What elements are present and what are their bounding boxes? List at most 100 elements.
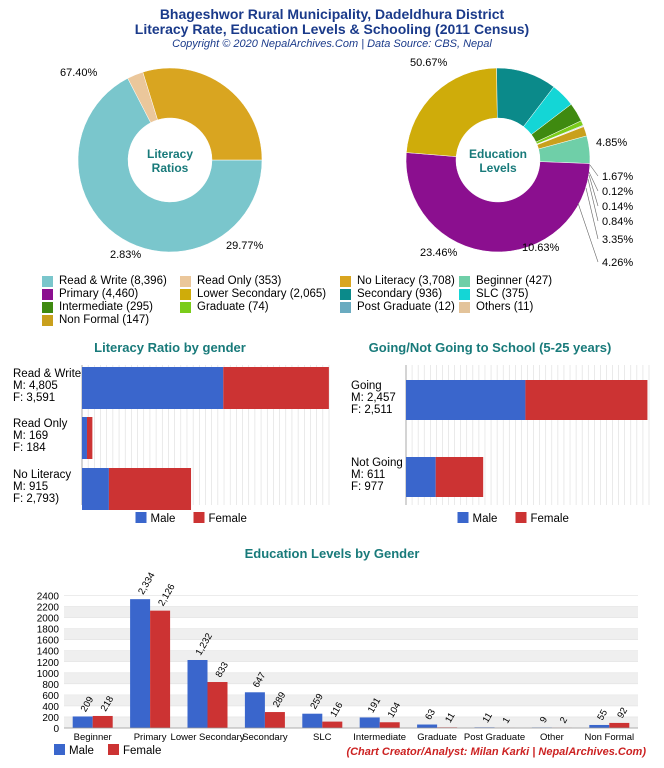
bar-female	[322, 721, 343, 728]
category-label: F: 3,591	[13, 392, 55, 404]
legend-label: Read & Write (8,396)	[59, 275, 167, 287]
y-tick-label: 1800	[37, 625, 60, 636]
value-label-male: 9	[538, 715, 550, 725]
y-tick-label: 1400	[37, 647, 60, 658]
bar-male	[82, 417, 87, 459]
y-tick-label: 400	[42, 702, 59, 713]
bar-male	[244, 692, 265, 728]
donut2-slice	[536, 126, 588, 150]
legend-female-swatch	[515, 512, 527, 523]
bar-female	[525, 380, 648, 420]
grid-band	[64, 650, 638, 662]
donut1-center-label: Literacy	[147, 147, 193, 161]
y-tick-label: 200	[42, 713, 59, 724]
category-label: M: 169	[13, 430, 48, 442]
legend-swatch	[340, 275, 351, 287]
bar-female	[150, 610, 171, 728]
donut2-percent-label: 0.12%	[602, 186, 633, 198]
literacy-gender-title: Literacy Ratio by gender	[94, 340, 246, 355]
legend-swatch	[459, 275, 470, 287]
x-tick-label: Non Formal	[584, 732, 634, 743]
legend-item: SLC (375)	[459, 288, 528, 300]
bar-male	[82, 367, 224, 409]
donut2-center-label: Levels	[479, 161, 517, 175]
value-label-male: 2,334	[136, 571, 157, 597]
y-tick-label: 2000	[37, 614, 60, 625]
bar-female	[223, 367, 329, 409]
value-label-female: 2,126	[156, 582, 177, 608]
category-label: Read Only	[13, 418, 68, 430]
donut2-percent-label: 0.84%	[602, 216, 633, 228]
category-label: Not Going	[351, 457, 403, 469]
legend-item: Primary (4,460)	[42, 288, 138, 300]
copyright-line: Copyright © 2020 NepalArchives.Com | Dat…	[172, 38, 492, 50]
legend-label: Primary (4,460)	[59, 288, 139, 300]
bar-male	[130, 599, 151, 728]
footer-credit: (Chart Creator/Analyst: Milan Karki | Ne…	[346, 746, 646, 758]
x-tick-label: Intermediate	[353, 732, 406, 743]
value-label-female: 2	[558, 715, 570, 725]
value-label-male: 55	[595, 708, 610, 723]
x-tick-label: Post Graduate	[464, 732, 525, 743]
y-tick-label: 0	[53, 724, 59, 735]
donut2-percent-label: 10.63%	[522, 242, 560, 254]
x-tick-label: Primary	[134, 732, 167, 743]
legend-item: Read & Write (8,396)	[42, 275, 167, 287]
legend-item: Lower Secondary (2,065)	[180, 288, 326, 300]
legend-label: Graduate (74)	[197, 301, 269, 313]
donut1-percent-label: 67.40%	[60, 67, 98, 79]
value-label-male: 63	[423, 707, 438, 722]
legend-swatch	[42, 288, 53, 300]
donut1-center-label: Ratios	[152, 161, 189, 175]
education-gender-chart: 0200400600800100012001400160018002000220…	[37, 571, 638, 757]
donut2-percent-label: 23.46%	[420, 247, 458, 259]
bar-male	[406, 457, 436, 497]
category-label: Going	[351, 380, 382, 392]
bar-male	[406, 380, 526, 420]
legend-label: Non Formal (147)	[59, 314, 150, 326]
legend-female-label: Female	[531, 513, 569, 525]
bar-female	[86, 417, 93, 459]
donut2-slice	[405, 152, 591, 253]
title-line-1: Bhageshwor Rural Municipality, Dadeldhur…	[159, 6, 505, 22]
legend-label: Others (11)	[476, 301, 534, 313]
education-gender-title: Education Levels by Gender	[244, 546, 420, 561]
y-tick-label: 1600	[37, 636, 60, 647]
school-going-title: Going/Not Going to School (5-25 years)	[368, 340, 612, 355]
legend-label: SLC (375)	[476, 288, 529, 300]
legend-label: No Literacy (3,708)	[357, 275, 455, 287]
bar-female	[264, 712, 285, 728]
legend-label: Beginner (427)	[476, 275, 553, 287]
bar-male	[359, 717, 380, 728]
legend-male-swatch	[457, 512, 469, 523]
legend-male-label: Male	[473, 513, 498, 525]
legend-item: Beginner (427)	[459, 275, 552, 287]
legend-label: Secondary (936)	[357, 288, 443, 300]
y-tick-label: 800	[42, 680, 59, 691]
y-tick-label: 2200	[37, 603, 60, 614]
x-tick-label: Graduate	[417, 732, 457, 743]
donut2-percent-label: 50.67%	[410, 57, 448, 69]
grid-band	[64, 694, 638, 706]
legend-male-swatch	[135, 512, 147, 523]
donut2-percent-label: 4.26%	[602, 257, 633, 269]
x-tick-label: SLC	[313, 732, 332, 743]
bar-male	[82, 468, 109, 510]
donut2-leader-line	[577, 202, 599, 263]
legend-female-swatch	[193, 512, 205, 523]
donut2-leader-line	[588, 174, 599, 207]
legend-label: Lower Secondary (2,065)	[197, 288, 327, 300]
bar-female	[108, 468, 192, 510]
donut2-slice	[406, 67, 498, 157]
y-tick-label: 600	[42, 691, 59, 702]
legend-swatch	[180, 288, 191, 300]
donut2-percent-label: 0.14%	[602, 201, 633, 213]
legend-swatch	[340, 288, 351, 300]
donut2-percent-label: 1.67%	[602, 171, 633, 183]
bar-male	[302, 713, 323, 728]
category-label: F: 184	[13, 442, 46, 454]
y-tick-label: 1200	[37, 658, 60, 669]
category-label: Read & Write	[13, 368, 81, 380]
category-label: M: 4,805	[13, 380, 58, 392]
legend-item: Secondary (936)	[340, 288, 442, 300]
